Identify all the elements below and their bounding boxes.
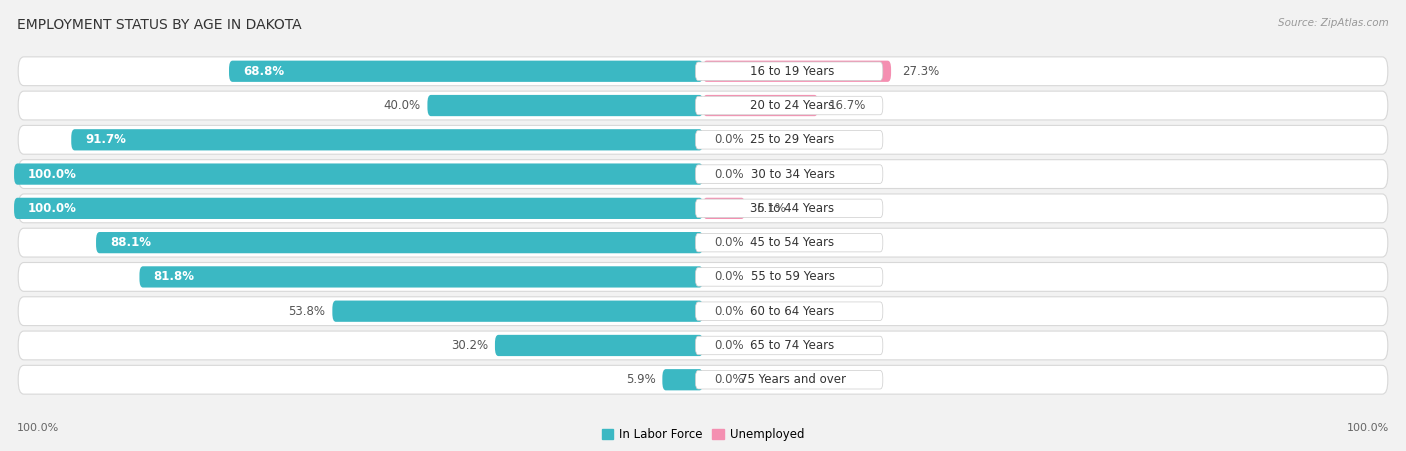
Text: 0.0%: 0.0%	[714, 271, 744, 283]
FancyBboxPatch shape	[696, 336, 883, 355]
FancyBboxPatch shape	[332, 300, 703, 322]
Text: 81.8%: 81.8%	[153, 271, 194, 283]
Text: 25 to 29 Years: 25 to 29 Years	[751, 133, 835, 146]
FancyBboxPatch shape	[18, 125, 1388, 154]
Text: 100.0%: 100.0%	[28, 168, 77, 180]
Text: 53.8%: 53.8%	[288, 305, 325, 318]
Text: 88.1%: 88.1%	[110, 236, 150, 249]
FancyBboxPatch shape	[696, 267, 883, 286]
FancyBboxPatch shape	[703, 95, 818, 116]
FancyBboxPatch shape	[696, 96, 883, 115]
Text: 6.1%: 6.1%	[756, 202, 786, 215]
FancyBboxPatch shape	[703, 198, 745, 219]
FancyBboxPatch shape	[18, 331, 1388, 360]
FancyBboxPatch shape	[696, 165, 883, 184]
Text: 0.0%: 0.0%	[714, 339, 744, 352]
Text: EMPLOYMENT STATUS BY AGE IN DAKOTA: EMPLOYMENT STATUS BY AGE IN DAKOTA	[17, 18, 301, 32]
Text: 35 to 44 Years: 35 to 44 Years	[751, 202, 835, 215]
FancyBboxPatch shape	[18, 262, 1388, 291]
FancyBboxPatch shape	[18, 91, 1388, 120]
Text: 91.7%: 91.7%	[84, 133, 127, 146]
FancyBboxPatch shape	[696, 62, 883, 81]
Text: 30.2%: 30.2%	[451, 339, 488, 352]
Text: 100.0%: 100.0%	[17, 423, 59, 433]
FancyBboxPatch shape	[662, 369, 703, 391]
Text: 45 to 54 Years: 45 to 54 Years	[751, 236, 835, 249]
Legend: In Labor Force, Unemployed: In Labor Force, Unemployed	[598, 423, 808, 446]
FancyBboxPatch shape	[14, 163, 703, 185]
Text: 68.8%: 68.8%	[243, 65, 284, 78]
FancyBboxPatch shape	[18, 57, 1388, 86]
FancyBboxPatch shape	[18, 228, 1388, 257]
FancyBboxPatch shape	[703, 60, 891, 82]
Text: 0.0%: 0.0%	[714, 236, 744, 249]
Text: 30 to 34 Years: 30 to 34 Years	[751, 168, 835, 180]
Text: 0.0%: 0.0%	[714, 133, 744, 146]
Text: 5.9%: 5.9%	[626, 373, 655, 386]
FancyBboxPatch shape	[229, 60, 703, 82]
FancyBboxPatch shape	[18, 365, 1388, 394]
FancyBboxPatch shape	[96, 232, 703, 253]
Text: 16.7%: 16.7%	[830, 99, 866, 112]
Text: 0.0%: 0.0%	[714, 168, 744, 180]
Text: 16 to 19 Years: 16 to 19 Years	[751, 65, 835, 78]
FancyBboxPatch shape	[18, 297, 1388, 326]
Text: 60 to 64 Years: 60 to 64 Years	[751, 305, 835, 318]
Text: 40.0%: 40.0%	[384, 99, 420, 112]
FancyBboxPatch shape	[14, 198, 703, 219]
FancyBboxPatch shape	[18, 160, 1388, 189]
Text: 0.0%: 0.0%	[714, 373, 744, 386]
FancyBboxPatch shape	[72, 129, 703, 151]
Text: 65 to 74 Years: 65 to 74 Years	[751, 339, 835, 352]
FancyBboxPatch shape	[696, 130, 883, 149]
Text: 27.3%: 27.3%	[903, 65, 939, 78]
Text: 100.0%: 100.0%	[28, 202, 77, 215]
Text: 20 to 24 Years: 20 to 24 Years	[751, 99, 835, 112]
FancyBboxPatch shape	[495, 335, 703, 356]
Text: Source: ZipAtlas.com: Source: ZipAtlas.com	[1278, 18, 1389, 28]
FancyBboxPatch shape	[18, 194, 1388, 223]
FancyBboxPatch shape	[696, 199, 883, 218]
Text: 75 Years and over: 75 Years and over	[740, 373, 845, 386]
FancyBboxPatch shape	[139, 266, 703, 288]
FancyBboxPatch shape	[427, 95, 703, 116]
FancyBboxPatch shape	[696, 302, 883, 321]
FancyBboxPatch shape	[696, 370, 883, 389]
Text: 0.0%: 0.0%	[714, 305, 744, 318]
Text: 100.0%: 100.0%	[1347, 423, 1389, 433]
Text: 55 to 59 Years: 55 to 59 Years	[751, 271, 835, 283]
FancyBboxPatch shape	[696, 233, 883, 252]
